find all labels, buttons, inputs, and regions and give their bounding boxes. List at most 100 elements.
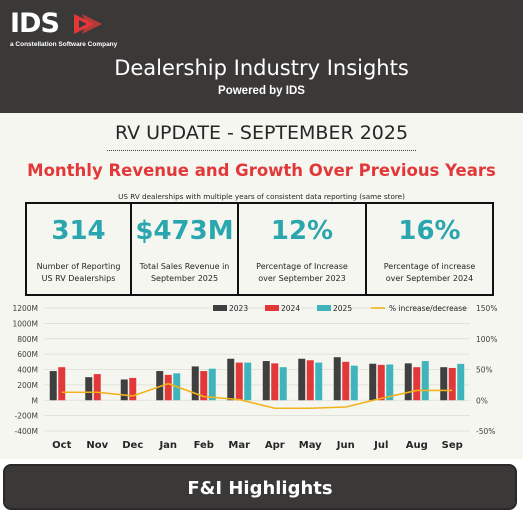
x-tick-label: Apr xyxy=(265,440,285,451)
report-title: RV UPDATE - SEPTEMBER 2025 xyxy=(114,122,409,144)
y-left-tick-label: -400M xyxy=(15,427,39,436)
bar-2025-sep xyxy=(457,363,465,401)
logo-tagline: a Constellation Software Company xyxy=(10,41,118,48)
x-tick-label: Mar xyxy=(228,440,250,451)
bar-2024-dec xyxy=(129,377,137,401)
y-left-tick-label: 400M xyxy=(17,366,38,375)
stat-label-line: US RV Dealerships xyxy=(41,274,116,283)
x-tick-label: Dec xyxy=(122,440,143,451)
y-left-tick-label: 800M xyxy=(17,335,38,344)
y-left-tick-label: -200M xyxy=(15,412,39,421)
bar-2023-apr xyxy=(262,361,270,401)
logo-arrow-icon xyxy=(74,14,102,34)
y-right-tick-label: 150% xyxy=(476,304,497,313)
fi-highlights-label: F&I Highlights xyxy=(187,478,333,499)
stat-revenue: $473M Total Sales Revenue in September 2… xyxy=(132,204,239,294)
stat-increase-2024: 16% Percentage of increase over Septembe… xyxy=(367,204,492,294)
bar-2023-may xyxy=(298,358,306,401)
bar-2023-dec xyxy=(120,379,128,401)
stat-label: Percentage of increase over September 20… xyxy=(369,261,490,285)
revenue-chart: -400M -200M M 200M 400M 600M 800M 1000M 1200M -50… xyxy=(12,304,497,451)
bar-2023-jun xyxy=(333,357,341,401)
stat-value: 16% xyxy=(398,216,461,246)
bar-2024-jan xyxy=(164,374,172,401)
report-subtitle: Monthly Revenue and Growth Over Previous… xyxy=(27,161,496,180)
stat-value: 12% xyxy=(270,216,334,246)
bar-2023-feb xyxy=(191,366,199,401)
bar-2023-oct xyxy=(49,371,57,401)
x-tick-label: Feb xyxy=(194,440,214,451)
x-tick-label: Sep xyxy=(442,440,463,451)
bar-2025-jul xyxy=(386,364,394,401)
legend-label: 2023 xyxy=(229,304,248,313)
y-right-tick-label: 100% xyxy=(476,335,497,344)
bar-2024-oct xyxy=(58,367,66,401)
bar-2024-nov xyxy=(93,374,101,401)
legend-swatch-2025 xyxy=(317,305,331,311)
stat-label-line: September 2025 xyxy=(150,274,219,283)
stat-label-line: Percentage of increase xyxy=(383,262,476,271)
bar-2024-aug xyxy=(413,367,421,401)
bar-2025-may xyxy=(315,362,323,401)
x-tick-label: Jun xyxy=(336,440,355,451)
dotted-divider xyxy=(107,150,416,151)
y-left-tick-label: 200M xyxy=(17,381,38,390)
legend-label: 2024 xyxy=(281,304,300,313)
bar-2025-mar xyxy=(244,362,252,401)
bar-2024-apr xyxy=(271,363,279,401)
stat-label-line: over September 2024 xyxy=(385,274,474,283)
bar-2023-sep xyxy=(440,367,448,401)
bar-2025-aug xyxy=(421,361,429,401)
legend-swatch-2023 xyxy=(213,305,227,311)
stat-label: Percentage of Increase over September 20… xyxy=(241,261,363,285)
stat-label: Number of Reporting US RV Dealerships xyxy=(29,261,128,285)
stat-label-line: over September 2023 xyxy=(258,274,346,283)
y-right-tick-label: -50% xyxy=(476,427,495,436)
fi-highlights-button[interactable]: F&I Highlights xyxy=(3,464,517,510)
bar-2025-jun xyxy=(350,365,358,401)
stat-increase-2023: 12% Percentage of Increase over Septembe… xyxy=(239,204,367,294)
stat-label-line: Total Sales Revenue in xyxy=(139,262,230,271)
stats-box: 314 Number of Reporting US RV Dealership… xyxy=(25,202,494,296)
x-tick-label: Oct xyxy=(52,440,71,451)
y-right-tick-label: 50% xyxy=(476,366,493,375)
x-tick-label: Jul xyxy=(373,440,388,451)
stat-dealerships: 314 Number of Reporting US RV Dealership… xyxy=(27,204,132,294)
page-subtitle: Powered by IDS xyxy=(218,85,305,97)
bar-2024-mar xyxy=(235,362,243,401)
x-tick-label: May xyxy=(299,440,322,451)
legend-swatch-2024 xyxy=(265,305,279,311)
bar-2025-feb xyxy=(208,368,216,401)
bar-2023-jan xyxy=(156,371,164,401)
report-caption: US RV dealerships with multiple years of… xyxy=(118,192,405,201)
bar-2024-jul xyxy=(377,364,385,401)
legend-label: % increase/decrease xyxy=(389,304,467,313)
stat-value: 314 xyxy=(51,216,106,246)
y-left-tick-label: 1000M xyxy=(12,319,38,328)
bar-2023-jul xyxy=(369,363,377,401)
bar-2024-jun xyxy=(342,361,350,401)
percent-change-line xyxy=(61,382,453,410)
legend-label: 2025 xyxy=(333,304,352,313)
stat-label: Total Sales Revenue in September 2025 xyxy=(134,261,235,285)
stat-label-line: Percentage of Increase xyxy=(256,262,348,271)
bar-2023-nov xyxy=(85,377,93,401)
bar-2025-apr xyxy=(279,367,287,401)
stat-label-line: Number of Reporting xyxy=(36,262,121,271)
bar-2024-may xyxy=(306,360,314,401)
x-tick-label: Nov xyxy=(86,440,108,451)
header-banner: IDS a Constellation Software Company Dea… xyxy=(0,0,523,113)
bar-2023-mar xyxy=(227,358,235,401)
bar-2024-feb xyxy=(200,371,208,401)
logo-wordmark: IDS xyxy=(10,8,60,39)
y-left-tick-label: 600M xyxy=(17,350,38,359)
bar-2024-sep xyxy=(448,367,456,401)
page-title: Dealership Industry Insights xyxy=(114,56,409,80)
y-right-tick-label: 0% xyxy=(476,396,488,405)
y-left-tick-label: M xyxy=(32,396,38,405)
bar-2023-aug xyxy=(404,363,412,401)
x-tick-label: Jan xyxy=(158,440,177,451)
x-tick-label: Aug xyxy=(406,440,428,451)
y-left-tick-label: 1200M xyxy=(12,304,38,313)
stat-value: $473M xyxy=(135,216,234,246)
